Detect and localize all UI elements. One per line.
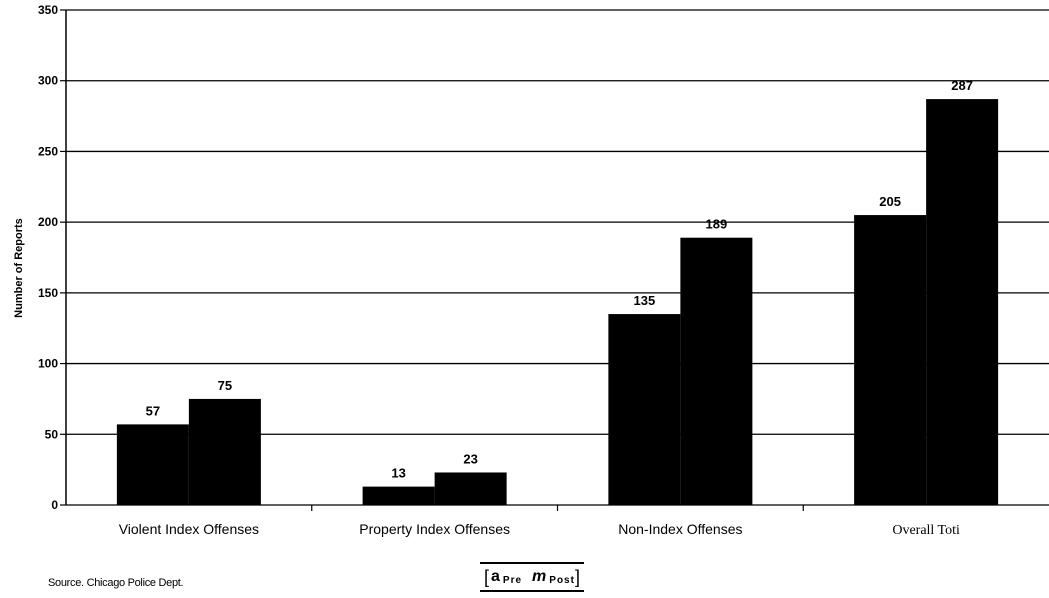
y-tick-label: 50 (45, 427, 59, 441)
data-label: 205 (879, 194, 901, 209)
legend-pre-label: Pre (502, 574, 523, 586)
data-label: 13 (391, 466, 405, 481)
axes (60, 9, 804, 511)
category-label: Violent Index Offenses (119, 521, 259, 537)
y-tick-label: 100 (38, 357, 58, 371)
y-tick-label: 300 (38, 74, 58, 88)
legend: [ a Pre m Post ] (480, 562, 584, 592)
category-label: Property Index Offenses (359, 521, 510, 537)
y-tick-label: 0 (51, 498, 58, 512)
bar-post (680, 237, 753, 505)
bar-pre (854, 215, 927, 506)
data-label: 189 (706, 217, 728, 232)
legend-open-bracket: [ (484, 566, 490, 587)
bar-post (434, 472, 507, 505)
y-tick-label: 200 (38, 215, 58, 229)
data-label: 75 (218, 378, 232, 393)
legend-pre-glyph: a (491, 568, 500, 585)
y-axis-label: Number of Reports (13, 218, 25, 318)
y-tick-label: 250 (38, 144, 58, 158)
y-tick-label: 150 (38, 286, 58, 300)
data-label: 135 (634, 293, 656, 308)
labels: 0 50 100 150 200 250 300 350 57 75 Violent Index O… (38, 3, 973, 538)
legend-post-glyph: m (532, 568, 547, 585)
data-label: 57 (146, 403, 160, 418)
bar-pre (116, 424, 189, 505)
category-label: Non-Index Offenses (618, 521, 742, 537)
source-note: Source. Chicago Police Dept. (48, 577, 184, 589)
bar-pre (362, 486, 435, 505)
data-label: 23 (463, 451, 477, 466)
bar-post (188, 398, 261, 505)
y-tick-label: 350 (38, 3, 58, 17)
data-label: 287 (951, 78, 973, 93)
legend-post-label: Post (549, 574, 575, 586)
bar-pre (608, 314, 681, 505)
legend-close-bracket: ] (574, 566, 580, 587)
bar-post (926, 99, 999, 505)
category-label: Overall Toti (892, 523, 960, 538)
bars (116, 99, 999, 506)
